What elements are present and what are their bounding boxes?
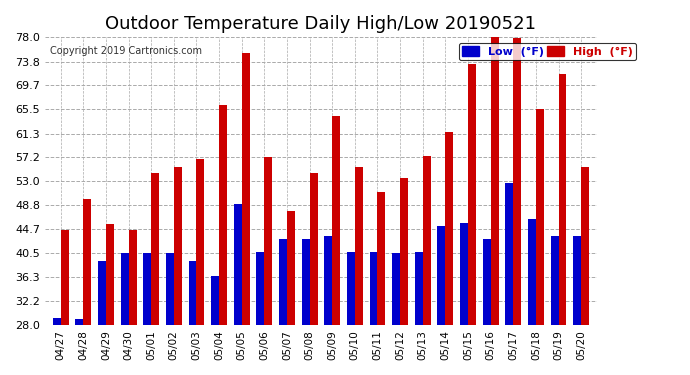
- Bar: [302, 239, 310, 375]
- Bar: [61, 230, 68, 375]
- Bar: [128, 230, 137, 375]
- Bar: [151, 172, 159, 375]
- Bar: [219, 105, 227, 375]
- Bar: [98, 261, 106, 375]
- Bar: [573, 236, 581, 375]
- Bar: [513, 38, 521, 375]
- Bar: [106, 225, 114, 375]
- Bar: [174, 168, 181, 375]
- Bar: [400, 178, 408, 375]
- Text: Copyright 2019 Cartronics.com: Copyright 2019 Cartronics.com: [50, 46, 202, 56]
- Bar: [197, 159, 204, 375]
- Title: Outdoor Temperature Daily High/Low 20190521: Outdoor Temperature Daily High/Low 20190…: [106, 15, 536, 33]
- Bar: [445, 132, 453, 375]
- Bar: [347, 252, 355, 375]
- Bar: [483, 239, 491, 375]
- Bar: [392, 253, 400, 375]
- Legend: Low  (°F), High  (°F): Low (°F), High (°F): [459, 43, 636, 60]
- Bar: [460, 224, 468, 375]
- Bar: [468, 64, 476, 375]
- Bar: [423, 156, 431, 375]
- Bar: [370, 252, 377, 375]
- Bar: [144, 253, 151, 375]
- Bar: [188, 261, 197, 375]
- Bar: [166, 253, 174, 375]
- Bar: [491, 34, 499, 375]
- Bar: [279, 239, 287, 375]
- Bar: [536, 110, 544, 375]
- Bar: [211, 276, 219, 375]
- Bar: [75, 319, 83, 375]
- Bar: [121, 253, 128, 375]
- Bar: [528, 219, 536, 375]
- Bar: [415, 252, 423, 375]
- Bar: [333, 116, 340, 375]
- Bar: [83, 199, 91, 375]
- Bar: [234, 204, 242, 375]
- Bar: [287, 211, 295, 375]
- Bar: [257, 252, 264, 375]
- Bar: [310, 172, 317, 375]
- Bar: [437, 226, 445, 375]
- Bar: [558, 74, 566, 375]
- Bar: [241, 54, 250, 375]
- Bar: [505, 183, 513, 375]
- Bar: [52, 318, 61, 375]
- Bar: [355, 168, 363, 375]
- Bar: [581, 168, 589, 375]
- Bar: [551, 236, 558, 375]
- Bar: [324, 236, 333, 375]
- Bar: [377, 192, 386, 375]
- Bar: [264, 157, 273, 375]
